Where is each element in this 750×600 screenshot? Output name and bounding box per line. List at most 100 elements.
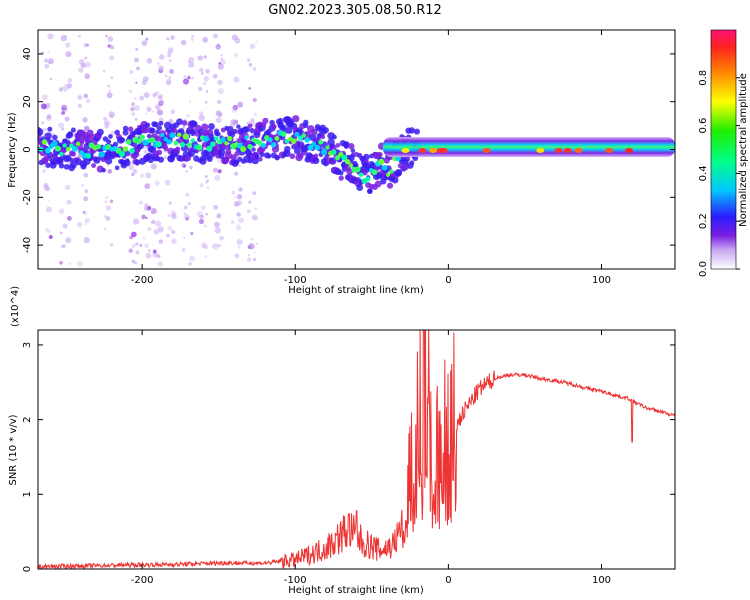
spectrogram-ridge-dot — [307, 144, 314, 151]
spectrogram-cloud-point — [105, 34, 108, 38]
spectrogram-band-point — [284, 145, 291, 153]
spectrogram-cloud-point — [131, 102, 135, 107]
spectrogram-cloud-point — [134, 57, 139, 63]
spectrogram-band-point — [236, 124, 241, 129]
y-tick-label: 2 — [22, 416, 33, 422]
spectrogram-cloud-point — [214, 221, 220, 228]
spectrogram-cloud-point — [131, 259, 136, 264]
spectrogram-cloud-point — [150, 163, 157, 170]
spectrogram-ridge-dot — [284, 139, 290, 144]
x-tick-label: 0 — [445, 275, 451, 286]
spectrogram-band-point — [408, 127, 416, 134]
spectrogram-band-point — [122, 129, 129, 136]
spectrogram-cloud-point — [141, 214, 147, 220]
spectrogram-cloud-point — [212, 33, 219, 39]
spectrogram-cloud-point — [234, 253, 240, 259]
spectrogram-cloud-point — [103, 227, 107, 230]
spectrogram-band-point — [101, 167, 106, 173]
spectrogram-cloud-point — [230, 220, 235, 224]
spectrogram-band-point — [44, 132, 52, 140]
spectrogram-band-point — [391, 176, 399, 184]
spectrogram-band-point — [127, 126, 134, 132]
spectrogram-ridge-dot — [365, 176, 371, 182]
spectrogram-cloud-point — [139, 244, 143, 247]
spectrogram-cloud-point — [158, 65, 164, 71]
spectrogram-cloud-point — [66, 216, 72, 221]
spectrogram-ridge-dot — [206, 145, 213, 152]
spectrogram-cloud-point — [84, 125, 90, 132]
spectrogram-cloud-point — [45, 206, 52, 213]
spectrogram-cloud-point — [206, 179, 209, 183]
spectrogram-cloud-point — [143, 92, 150, 99]
spectrogram-cloud-point — [216, 111, 223, 117]
spectrogram-cloud-point — [183, 74, 188, 79]
y-tick-label: 0 — [22, 146, 33, 152]
spectrogram-cloud-point — [238, 217, 244, 224]
spectrogram-cloud-point — [205, 68, 211, 74]
spectrogram-cloud-point — [213, 204, 219, 210]
spectrogram-cloud-point — [105, 216, 111, 221]
spectrogram-ridge-dot — [125, 139, 132, 145]
spectrogram-band — [383, 137, 675, 157]
spectrogram-cloud-point — [145, 172, 152, 179]
y-tick-label: 1 — [22, 491, 33, 497]
spectrogram-cloud-point — [252, 191, 257, 196]
spectrogram-ridge-dot — [348, 163, 354, 168]
spectrogram-cloud-point — [40, 103, 47, 110]
spectrogram-cloud-point — [236, 193, 243, 200]
spectrogram-band-point — [293, 147, 301, 155]
spectrogram-band-point — [413, 128, 420, 135]
spectrogram-cloud-point — [204, 100, 208, 104]
spectrogram-cloud-point — [158, 239, 163, 244]
spectrogram-ridge-dot — [224, 141, 229, 146]
spectrogram-cloud-point — [253, 251, 256, 254]
spectrogram-cloud-point — [138, 200, 144, 205]
spectrogram-band-point — [63, 163, 70, 170]
spectrogram-band-point — [183, 138, 190, 145]
spectrogram-cloud-point — [216, 213, 222, 219]
spectrogram-cloud-point — [66, 199, 72, 205]
spectrogram-cloud-point — [144, 243, 149, 248]
spectrogram-cloud-point — [157, 62, 160, 65]
spectrogram-band-point — [323, 127, 329, 134]
spectrogram-ridge-dot — [169, 132, 176, 139]
spectrogram-cloud-point — [130, 107, 135, 112]
spectrogram-cloud-point — [199, 67, 204, 73]
spectrogram-cloud-point — [204, 175, 208, 178]
spectrogram-cloud-point — [77, 103, 82, 108]
y-tick-label: -40 — [22, 237, 33, 253]
spectrogram-cloud-point — [135, 81, 138, 84]
spectrogram-band-point — [102, 136, 109, 142]
spectrogram-band-point — [374, 180, 382, 188]
spectrogram-band-point — [266, 153, 272, 159]
spectrogram-band-point — [38, 128, 44, 136]
spectrogram-ridge-dot — [270, 142, 277, 148]
spectrogram-cloud-point — [86, 44, 90, 47]
spectrogram-band-point — [262, 117, 269, 124]
spectrogram-cloud-point — [68, 262, 71, 266]
colorbar-tick-label: 0.8 — [698, 70, 709, 86]
spectrogram-ridge-dot — [98, 151, 105, 158]
colorbar: 0.0 0.2 0.4 0.6 0.8 Normalized spectral ampl… — [698, 29, 749, 277]
spectrogram-ridge-dot — [190, 138, 195, 143]
spectrogram-ridge-dot — [136, 138, 142, 144]
spectrogram-band-point — [79, 140, 85, 146]
spectrogram-band-point — [386, 182, 394, 189]
spectrogram-cloud-point — [43, 127, 47, 132]
x-tick-label: -100 — [284, 575, 307, 586]
spectrogram-cloud-point — [84, 61, 92, 68]
spectrogram-cloud-point — [60, 231, 63, 235]
spectrogram-cloud-point — [84, 222, 88, 226]
spectrogram-cloud-point — [139, 95, 145, 101]
spectrogram-cloud-point — [212, 73, 218, 79]
spectrogram-cloud-point — [188, 100, 192, 103]
spectrogram-cloud-point — [63, 88, 68, 93]
spectrogram-cloud-point — [206, 185, 210, 189]
spectrogram-cloud-point — [248, 62, 253, 67]
spectrogram-cloud-point — [203, 55, 207, 59]
spectrogram-cloud-point — [217, 79, 223, 86]
spectrogram-cloud-point — [139, 173, 144, 178]
spectrogram-cloud-point — [200, 71, 204, 75]
spectrogram-band-point — [93, 156, 101, 164]
spectrogram-cloud-point — [238, 164, 242, 167]
